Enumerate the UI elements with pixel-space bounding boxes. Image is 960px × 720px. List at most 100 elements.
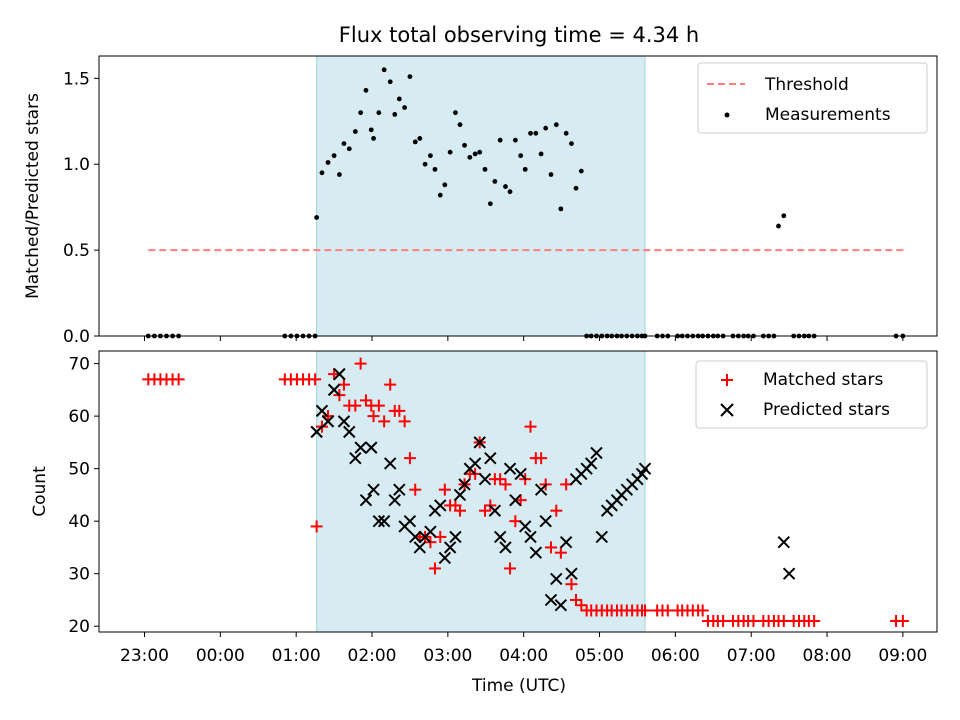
top-legend-box (697, 62, 928, 134)
bottom-y-tick-label: 70 (68, 355, 90, 375)
measurement-point (507, 189, 513, 195)
measurement-point (477, 149, 483, 155)
matched-star-point (367, 410, 380, 423)
measurement-point (447, 149, 453, 155)
measurement-point (407, 74, 413, 80)
matched-star-point (696, 604, 709, 617)
measurement-point (512, 137, 518, 143)
bottom-panel: 20 30 40 50 60 70 23:00 00:00 01:00 02:00 03:00 04… (30, 350, 938, 696)
predicted-star-point (321, 415, 335, 428)
measurement-point (543, 125, 549, 131)
matched-star-point (504, 562, 517, 575)
predicted-star-point (488, 504, 502, 517)
measurement-point (503, 184, 508, 189)
measurement-point (569, 141, 574, 147)
predicted-star-point (354, 441, 367, 454)
matched-star-point (409, 483, 422, 496)
top-observing-span (316, 55, 646, 337)
x-tick-label: 03:00 (423, 646, 472, 666)
measurement-point (325, 160, 331, 165)
measurement-point (518, 153, 524, 159)
matched-star-point (349, 399, 362, 412)
measurement-point (396, 96, 402, 102)
matched-star-point (524, 420, 537, 433)
matched-star-point (309, 373, 322, 386)
predicted-star-point (559, 535, 573, 549)
top-legend: Threshold Measurements (697, 62, 928, 134)
predicted-star-point (529, 546, 543, 559)
predicted-star-point (550, 572, 563, 586)
predicted-star-point (403, 514, 417, 528)
predicted-star-point (565, 567, 578, 580)
measurement-point (533, 130, 539, 136)
measurement-point (422, 161, 428, 167)
predicted-star-point (509, 493, 522, 507)
matched-star-point (509, 515, 522, 528)
measurement-point (331, 153, 337, 159)
predicted-star-point (449, 530, 462, 544)
predicted-star-point (777, 535, 791, 549)
predicted-star-point (349, 451, 362, 465)
predicted-star-point (388, 493, 401, 507)
measurement-point (472, 151, 478, 157)
matched-legend-swatch (721, 374, 733, 386)
top-y-tick-label: 1.0 (63, 155, 90, 175)
measurement-point (457, 122, 463, 128)
measurement-point (487, 201, 493, 207)
predicted-star-point (409, 530, 422, 544)
predicted-star-point (438, 551, 452, 565)
top-y-tick-label: 0.5 (63, 241, 90, 261)
predicted-star-point (539, 514, 552, 528)
measurement-point (363, 87, 369, 93)
matched-star-point (337, 378, 350, 391)
x-tick-label: 00:00 (196, 646, 245, 666)
bottom-y-tick-label: 30 (68, 565, 90, 585)
matched-star-point (403, 452, 416, 465)
top-panel: 0.0 0.5 1.0 1.5 Matched/Predicted stars Thr… (23, 55, 938, 347)
predicted-star-point (524, 530, 537, 544)
measurement-point (573, 185, 579, 191)
measurement-point (432, 166, 438, 172)
measurement-point (553, 122, 559, 128)
bottom-observing-span (316, 350, 646, 633)
measurement-point (412, 139, 418, 145)
predicted-star-point (367, 483, 380, 496)
predicted-star-point (782, 567, 796, 580)
measurement-point (337, 172, 342, 177)
x-tick-label: 04:00 (499, 646, 548, 666)
matched-star-point (393, 404, 406, 417)
x-tick-label: 08:00 (803, 646, 852, 666)
predicted-star-point (393, 483, 406, 496)
predicted-star-point (384, 457, 397, 470)
top-y-ticks: 0.0 0.5 1.0 1.5 (63, 69, 99, 347)
bottom-x-ticks: 23:00 00:00 01:00 02:00 03:00 04:00 05:00 06:00… (120, 632, 927, 666)
measurement-point (387, 79, 393, 85)
measurement-point (563, 130, 569, 136)
measurement-point (376, 110, 382, 116)
top-y-tick-label: 0.0 (63, 327, 90, 347)
measurement-point (781, 213, 787, 219)
predicted-star-point (518, 520, 532, 533)
predicted-stars-points (310, 367, 796, 612)
predicted-star-point (377, 514, 391, 528)
matched-star-point (479, 504, 492, 517)
predicted-star-point (372, 514, 386, 528)
measurement-point (358, 110, 364, 116)
x-tick-label: 09:00 (878, 646, 927, 666)
x-tick-label: 07:00 (727, 646, 776, 666)
bottom-y-tick-label: 60 (68, 407, 90, 427)
measurement-point (776, 223, 781, 229)
measurement-point (558, 206, 564, 212)
top-y-axis-label: Matched/Predicted stars (23, 93, 43, 299)
top-axes-frame (98, 55, 938, 337)
predicted-legend-label: Predicted stars (763, 400, 890, 420)
matched-star-point (544, 541, 557, 554)
predicted-star-point (443, 541, 457, 554)
measurement-point (492, 178, 498, 184)
matched-star-point (565, 578, 578, 591)
predicted-star-point (424, 525, 437, 538)
matched-star-point (494, 473, 507, 486)
measurement-point (538, 151, 544, 157)
predicted-star-point (333, 367, 346, 381)
